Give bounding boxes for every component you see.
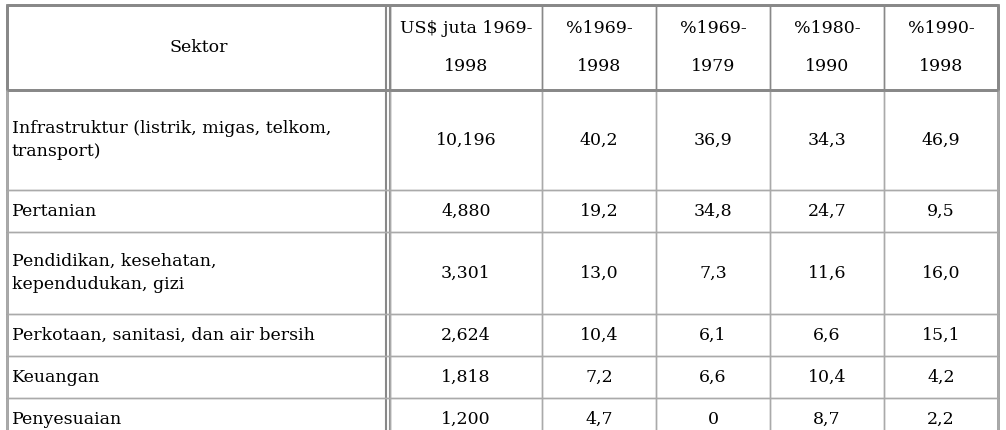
Text: 4,880: 4,880 bbox=[442, 203, 491, 219]
Text: US$ juta 1969-: US$ juta 1969- bbox=[399, 20, 532, 37]
Text: 10,4: 10,4 bbox=[808, 369, 846, 386]
Text: Sektor: Sektor bbox=[169, 39, 227, 56]
Text: 4,7: 4,7 bbox=[585, 411, 613, 427]
Text: 9,5: 9,5 bbox=[928, 203, 955, 219]
Text: %1980-: %1980- bbox=[794, 20, 860, 37]
Text: 0: 0 bbox=[707, 411, 718, 427]
Text: 1,200: 1,200 bbox=[442, 411, 491, 427]
Text: 7,3: 7,3 bbox=[699, 264, 727, 282]
Text: 4,2: 4,2 bbox=[928, 369, 955, 386]
Text: 1990: 1990 bbox=[805, 58, 849, 75]
Text: 24,7: 24,7 bbox=[808, 203, 846, 219]
Text: Penyesuaian: Penyesuaian bbox=[12, 411, 123, 427]
Text: 40,2: 40,2 bbox=[579, 132, 619, 148]
Text: Keuangan: Keuangan bbox=[12, 369, 101, 386]
Text: 7,2: 7,2 bbox=[585, 369, 613, 386]
Text: 15,1: 15,1 bbox=[921, 326, 961, 344]
Text: 1998: 1998 bbox=[918, 58, 963, 75]
Text: 10,196: 10,196 bbox=[436, 132, 496, 148]
Text: 3,301: 3,301 bbox=[441, 264, 491, 282]
Text: 16,0: 16,0 bbox=[921, 264, 961, 282]
Text: 10,4: 10,4 bbox=[579, 326, 619, 344]
Text: %1969-: %1969- bbox=[565, 20, 633, 37]
Text: 1998: 1998 bbox=[444, 58, 488, 75]
Text: 6,6: 6,6 bbox=[699, 369, 726, 386]
Text: 34,3: 34,3 bbox=[808, 132, 846, 148]
Text: %1969-: %1969- bbox=[680, 20, 746, 37]
Text: 2,624: 2,624 bbox=[441, 326, 491, 344]
Text: 1979: 1979 bbox=[691, 58, 735, 75]
Text: Infrastruktur (listrik, migas, telkom,
transport): Infrastruktur (listrik, migas, telkom, t… bbox=[12, 120, 331, 160]
Text: %1990-: %1990- bbox=[907, 20, 975, 37]
Text: 19,2: 19,2 bbox=[579, 203, 619, 219]
Text: Perkotaan, sanitasi, dan air bersih: Perkotaan, sanitasi, dan air bersih bbox=[12, 326, 315, 344]
Text: Pertanian: Pertanian bbox=[12, 203, 98, 219]
Text: 1998: 1998 bbox=[576, 58, 621, 75]
Text: 11,6: 11,6 bbox=[808, 264, 846, 282]
Text: 13,0: 13,0 bbox=[579, 264, 619, 282]
Text: Pendidikan, kesehatan,
kependudukan, gizi: Pendidikan, kesehatan, kependudukan, giz… bbox=[12, 253, 216, 293]
Text: 2,2: 2,2 bbox=[928, 411, 955, 427]
Text: 6,1: 6,1 bbox=[699, 326, 726, 344]
Text: 36,9: 36,9 bbox=[693, 132, 732, 148]
Text: 46,9: 46,9 bbox=[921, 132, 961, 148]
Text: 8,7: 8,7 bbox=[813, 411, 841, 427]
Text: 1,818: 1,818 bbox=[442, 369, 491, 386]
Text: 6,6: 6,6 bbox=[813, 326, 841, 344]
Text: 34,8: 34,8 bbox=[694, 203, 732, 219]
